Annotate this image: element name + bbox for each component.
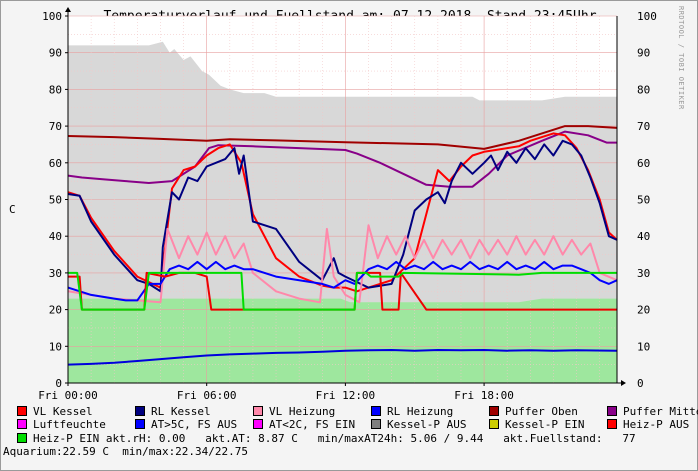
legend-label: Luftfeuchte [33, 418, 106, 432]
legend-item: RL Heizung [371, 405, 489, 418]
legend-item: Heiz-P AUS [607, 418, 698, 431]
y-tick-label-left: 100 [42, 10, 62, 23]
y-tick-label-right: 90 [637, 47, 650, 60]
y-tick-label-left: 30 [49, 267, 62, 280]
y-tick-label-left: 40 [49, 230, 62, 243]
area-heiz-p-ein [68, 298, 617, 383]
status-row-1: Heiz-P EIN akt.rH: 0.00 akt.AT: 8.87 C m… [17, 432, 695, 445]
y-tick-label-left: 50 [49, 194, 62, 207]
legend-label: Puffer Mitte [623, 405, 698, 418]
series-line-puffer-oben [67, 125, 618, 150]
legend-label: AT>5C, FS AUS [151, 418, 238, 432]
legend-label: Puffer Oben [505, 405, 578, 418]
legend-swatch [17, 419, 27, 430]
legend-label: Heiz-P EIN [33, 431, 106, 445]
legend-swatch [135, 406, 145, 416]
legend-swatch [607, 419, 617, 430]
legend-swatch [489, 419, 499, 430]
x-axis-arrow [621, 380, 626, 386]
legend-swatch [17, 406, 27, 416]
legend-swatch [489, 406, 499, 416]
series-line-rl-kessel [67, 139, 618, 293]
legend-item: Luftfeuchte [17, 418, 135, 431]
legend-item: VL Kessel [17, 405, 135, 418]
y-tick-label-right: 100 [637, 10, 657, 23]
y-tick-label-left: 60 [49, 157, 62, 170]
legend-label: Kessel-P AUS [387, 418, 467, 432]
legend-row: VL Kessel RL Kessel VL Heizung RL Heizung Pu… [17, 405, 698, 418]
legend: VL Kessel RL Kessel VL Heizung RL Heizung Pu… [3, 405, 698, 459]
legend-item: VL Heizung [253, 405, 371, 418]
series-line-luftfeuchte [67, 349, 618, 366]
legend-swatch [371, 406, 381, 416]
y-tick-label-left: 0 [55, 377, 62, 390]
legend-swatch [371, 419, 381, 430]
legend-item: AT>5C, FS AUS [135, 418, 253, 431]
plot-area: 0 0 10 10 20 20 30 30 40 40 50 50 60 60 70 70 80 80 90 90 10… [38, 7, 657, 401]
x-tick-label: Fri 06:00 [177, 389, 237, 401]
y-tick-label-left: 20 [49, 304, 62, 317]
y-tick-label-right: 50 [637, 194, 650, 207]
legend-item: Kessel-P AUS [371, 418, 489, 431]
y-tick-label-right: 60 [637, 157, 650, 170]
rrdtool-watermark: RRDTOOL / TOBI OETIKER [677, 6, 685, 110]
legend-swatch [253, 406, 263, 416]
status-text: akt.rH: 0.00 akt.AT: 8.87 C min/maxAT24h… [105, 431, 636, 445]
legend-item: Puffer Oben [489, 405, 607, 418]
y-tick-label-right: 70 [637, 120, 650, 133]
series-line-rl-heizung [67, 260, 618, 302]
x-tick-label: Fri 00:00 [38, 389, 98, 401]
aquarium-status-text: Aquarium:22.59 C min/max:22.34/22.75 [3, 445, 249, 459]
x-tick-label: Fri 18:00 [454, 389, 514, 401]
y-axis-label: C [9, 203, 16, 216]
y-axis-arrow [65, 7, 71, 12]
series-line-puffer-mitte [67, 130, 617, 188]
legend-label: VL Kessel [33, 405, 93, 418]
x-tick-label: Fri 12:00 [316, 389, 376, 401]
legend-item: Kessel-P EIN [489, 418, 607, 431]
legend-label: RL Kessel [151, 405, 211, 418]
legend-swatch [17, 432, 27, 443]
y-tick-label-right: 40 [637, 230, 650, 243]
y-tick-label-right: 20 [637, 304, 650, 317]
area-kessel-p-aus [68, 41, 617, 383]
legend-label: VL Heizung [269, 405, 336, 418]
y-tick-label-left: 70 [49, 120, 62, 133]
series-line-vl-kessel [67, 132, 618, 293]
legend-label: RL Heizung [387, 405, 454, 418]
legend-swatch [253, 419, 263, 430]
y-tick-label-right: 80 [637, 83, 650, 96]
legend-row: Luftfeuchte AT>5C, FS AUS AT<2C, FS EIN Kes… [17, 418, 695, 431]
y-tick-label-right: 0 [637, 377, 644, 390]
legend-item: AT<2C, FS EIN [253, 418, 371, 431]
legend-label: Heiz-P AUS [623, 418, 690, 432]
series-line-heiz-p-ein [68, 271, 617, 311]
y-tick-label-left: 10 [49, 340, 62, 353]
series-line-vl-heizung [67, 224, 618, 304]
y-tick-label-left: 90 [49, 47, 62, 60]
legend-item: Puffer Mitte [607, 405, 698, 418]
y-tick-label-right: 30 [637, 267, 650, 280]
legend-swatch [135, 419, 145, 430]
legend-item: RL Kessel [135, 405, 253, 418]
legend-swatch [607, 406, 617, 416]
legend-label: AT<2C, FS EIN [269, 418, 356, 432]
legend-label: Kessel-P EIN [505, 418, 585, 432]
y-tick-label-right: 10 [637, 340, 650, 353]
y-tick-label-left: 80 [49, 83, 62, 96]
